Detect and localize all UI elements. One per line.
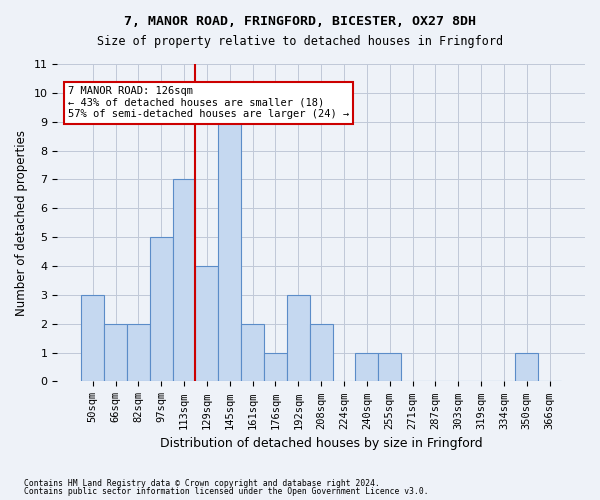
Bar (310, 324, 332, 382)
Bar (104, 324, 127, 382)
Bar (355, 352, 378, 382)
Y-axis label: Number of detached properties: Number of detached properties (15, 130, 28, 316)
Bar (378, 352, 401, 382)
Text: 7, MANOR ROAD, FRINGFORD, BICESTER, OX27 8DH: 7, MANOR ROAD, FRINGFORD, BICESTER, OX27… (124, 15, 476, 28)
Bar (287, 295, 310, 382)
Bar (515, 352, 538, 382)
Bar (196, 266, 218, 382)
Text: Contains public sector information licensed under the Open Government Licence v3: Contains public sector information licen… (24, 487, 428, 496)
X-axis label: Distribution of detached houses by size in Fringford: Distribution of detached houses by size … (160, 437, 482, 450)
Text: 7 MANOR ROAD: 126sqm
← 43% of detached houses are smaller (18)
57% of semi-detac: 7 MANOR ROAD: 126sqm ← 43% of detached h… (68, 86, 349, 120)
Bar (173, 180, 196, 382)
Bar (218, 122, 241, 382)
Bar (241, 324, 264, 382)
Text: Size of property relative to detached houses in Fringford: Size of property relative to detached ho… (97, 35, 503, 48)
Bar (264, 352, 287, 382)
Bar (150, 237, 173, 382)
Text: Contains HM Land Registry data © Crown copyright and database right 2024.: Contains HM Land Registry data © Crown c… (24, 478, 380, 488)
Bar (127, 324, 150, 382)
Bar (81, 295, 104, 382)
